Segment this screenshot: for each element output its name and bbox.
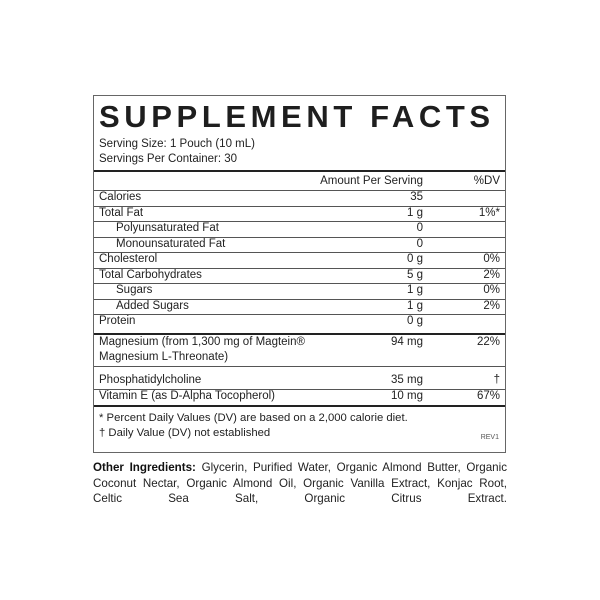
table-row: Polyunsaturated Fat 0 <box>94 221 505 238</box>
divider <box>94 405 505 407</box>
table-row: Monounsaturated Fat 0 <box>94 237 505 253</box>
other-ingredients-label: Other Ingredients: <box>93 461 196 474</box>
supplement-facts-panel: SUPPLEMENT FACTS Serving Size: 1 Pouch (… <box>93 95 506 453</box>
header-row: Amount Per Serving %DV <box>94 174 505 191</box>
table-row: Total Fat 1 g 1%* <box>94 206 505 222</box>
nutrient-name: Total Fat <box>99 206 144 219</box>
nutrient-name: Calories <box>99 191 142 203</box>
nutrient-name: Polyunsaturated Fat <box>116 222 219 234</box>
nutrient-name: Monounsaturated Fat <box>116 237 226 250</box>
table-row: Total Carbohydrates 5 g 2% <box>94 268 505 284</box>
nutrient-name: Sugars <box>116 284 153 296</box>
nutrient-name: Added Sugars <box>116 299 189 312</box>
table-row: Cholesterol 0 g 0% <box>94 252 505 269</box>
nutrient-amount: 0 g <box>407 253 423 265</box>
revision-code: REV1 <box>480 434 499 441</box>
nutrient-dv: 67% <box>476 390 500 402</box>
table-row: Magnesium (from 1,300 mg of Magtein® Mag… <box>94 335 505 367</box>
nutrient-dv: 22% <box>476 336 500 348</box>
nutrient-name: Protein <box>99 315 136 327</box>
amount-header: Amount Per Serving <box>320 175 423 187</box>
nutrient-dv: 0% <box>483 253 500 265</box>
nutrient-amount: 0 <box>416 237 423 250</box>
nutrient-dv: 2% <box>483 268 500 281</box>
nutrient-dv: 0% <box>483 284 500 296</box>
nutrient-amount: 10 mg <box>391 390 423 402</box>
nutrient-name: Vitamin E (as D-Alpha Tocopherol) <box>99 390 275 402</box>
other-ingredients: Other Ingredients: Glycerin, Purified Wa… <box>93 460 507 507</box>
nutrient-amount: 35 <box>410 191 423 203</box>
nutrient-amount: 0 g <box>407 315 423 327</box>
other-ingredients-text: Glycerin, Purified Water, Organic Almond… <box>93 461 507 505</box>
table-row: Protein 0 g <box>94 314 505 330</box>
nutrient-amount: 1 g <box>407 284 423 296</box>
nutrient-amount: 1 g <box>407 299 423 312</box>
dv-header: %DV <box>473 175 500 187</box>
table-row: Sugars 1 g 0% <box>94 283 505 300</box>
footnote-dv: * Percent Daily Values (DV) are based on… <box>99 412 408 424</box>
table-row: Added Sugars 1 g 2% <box>94 299 505 315</box>
nutrient-name: Cholesterol <box>99 253 158 265</box>
nutrient-dv: 1%* <box>478 206 500 219</box>
nutrient-amount: 5 g <box>407 268 423 281</box>
nutrient-amount: 0 <box>416 222 423 234</box>
panel-title: SUPPLEMENT FACTS <box>99 99 495 134</box>
divider <box>94 333 505 335</box>
serving-size: Serving Size: 1 Pouch (10 mL) <box>99 138 255 150</box>
nutrient-name: Total Carbohydrates <box>99 268 202 281</box>
nutrient-amount: 94 mg <box>391 336 423 348</box>
table-row: Vitamin E (as D-Alpha Tocopherol) 10 mg … <box>94 389 505 405</box>
servings-per-container: Servings Per Container: 30 <box>99 153 238 165</box>
nutrient-dv: 2% <box>483 299 500 312</box>
table-row: Phosphatidylcholine 35 mg † <box>94 373 505 390</box>
nutrient-name: Magnesium (from 1,300 mg of Magtein® <box>99 336 305 348</box>
nutrient-amount: 1 g <box>407 206 423 219</box>
nutrient-dv: † <box>493 374 500 386</box>
divider <box>94 170 505 172</box>
table-row: Calories 35 <box>94 190 505 207</box>
nutrient-amount: 35 mg <box>391 374 423 386</box>
nutrient-name-cont: Magnesium L-Threonate) <box>99 351 229 363</box>
footnote-dagger: † Daily Value (DV) not established <box>99 427 271 439</box>
nutrient-name: Phosphatidylcholine <box>99 374 202 386</box>
